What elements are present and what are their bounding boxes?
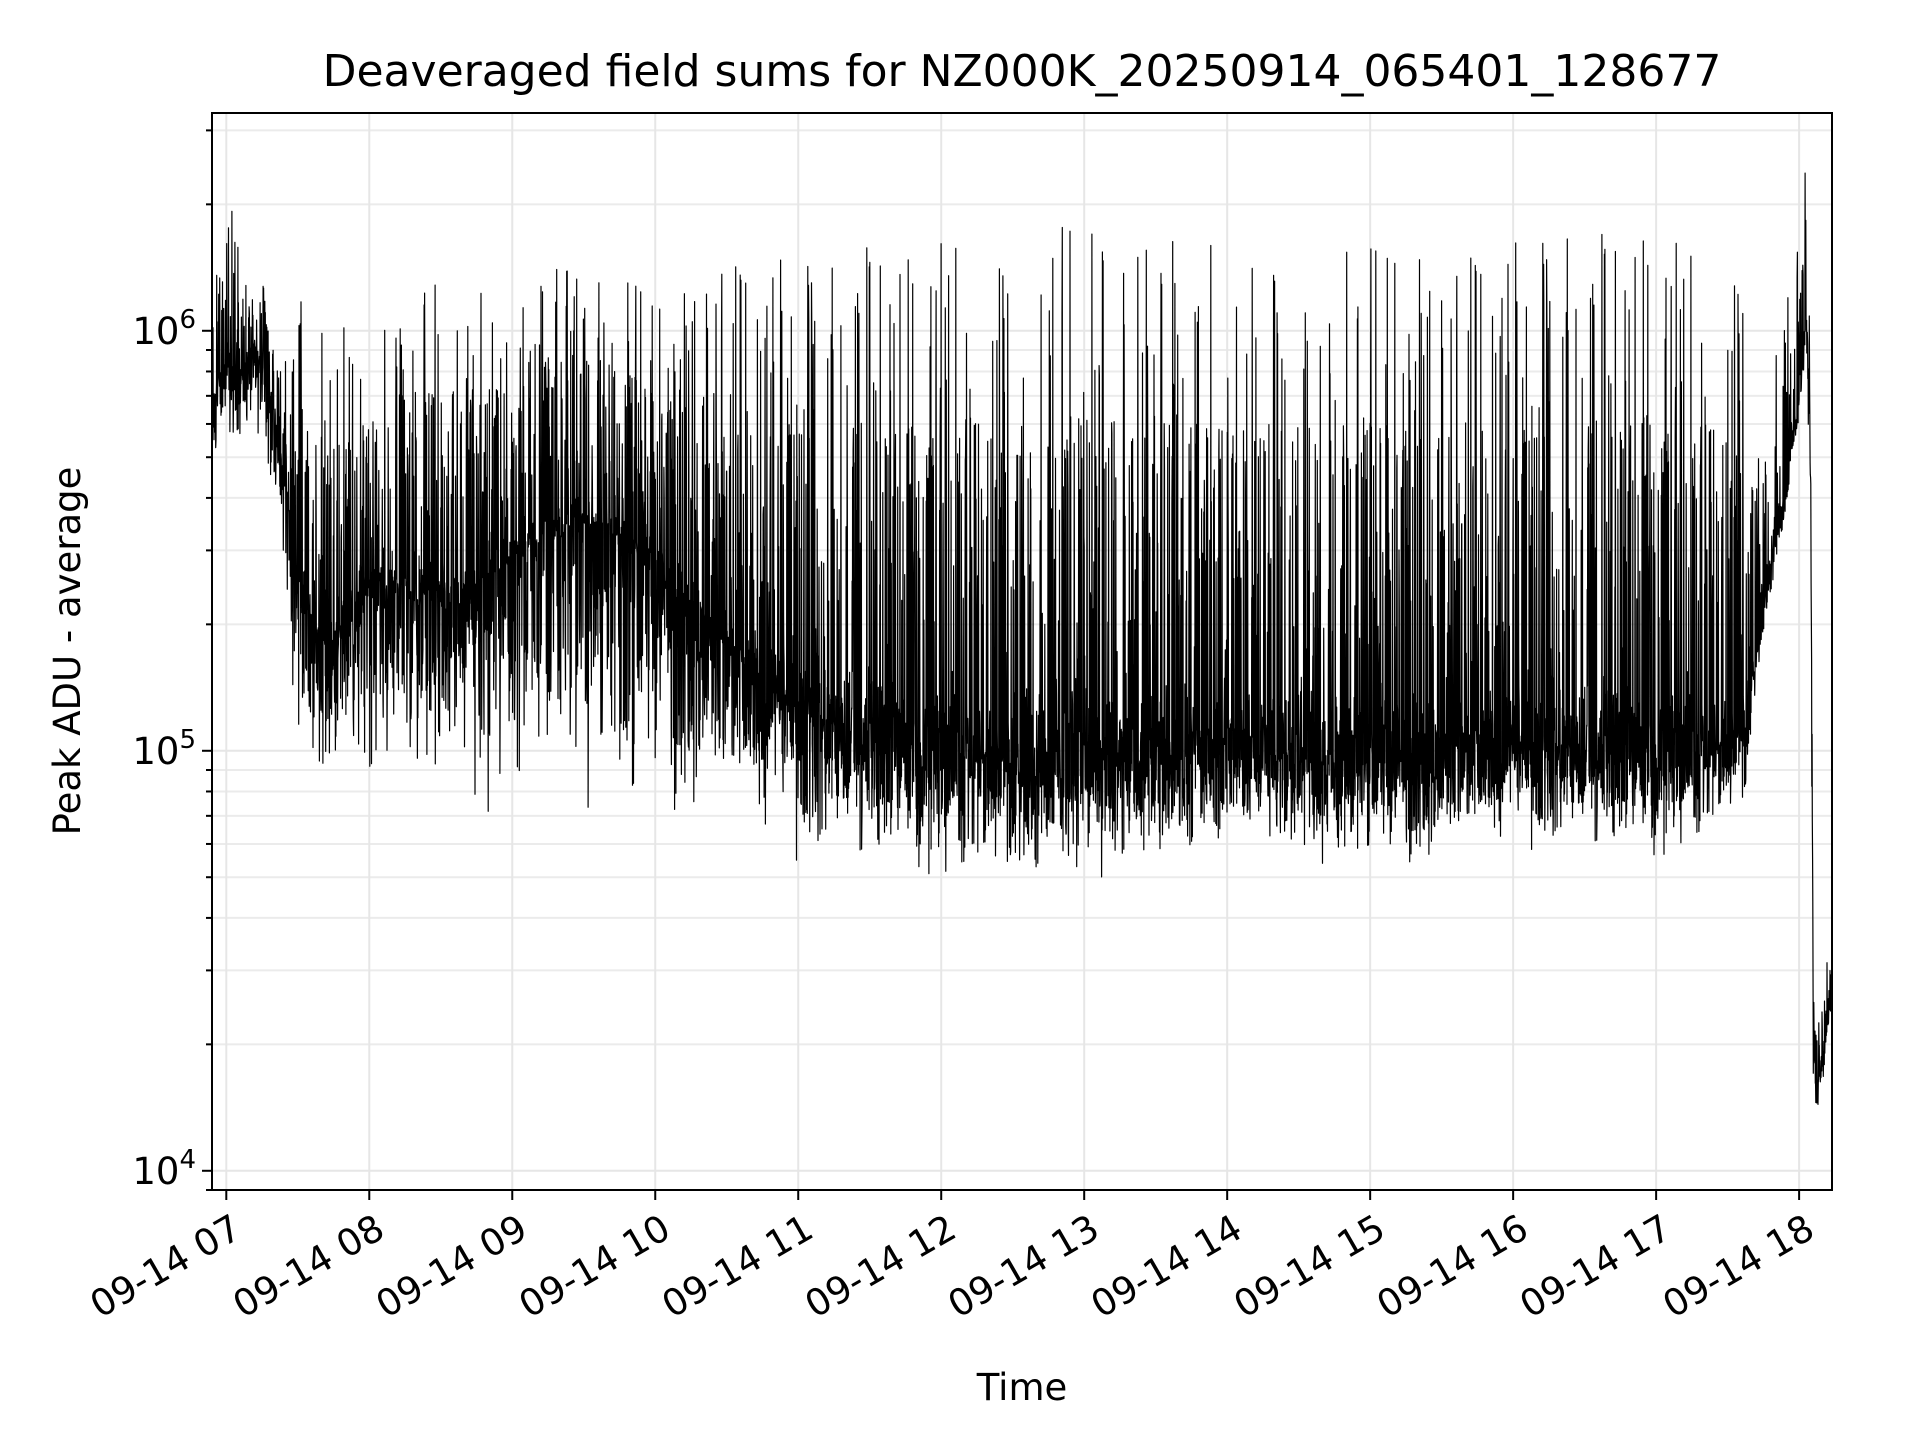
- plot-frame: [211, 112, 1833, 1191]
- x-tick-label: 09-14 13: [941, 1206, 1107, 1326]
- y-tick-label: 105: [132, 725, 196, 773]
- y-tick-label: 104: [132, 1145, 196, 1193]
- x-tick-label: 09-14 14: [1084, 1206, 1250, 1326]
- x-tick-label: 09-14 11: [655, 1206, 821, 1326]
- y-axis-label: Peak ADU - average: [46, 467, 89, 836]
- chart-title: Deaveraged field sums for NZ000K_2025091…: [323, 46, 1722, 97]
- x-axis-label: Time: [976, 1366, 1068, 1409]
- x-tick-label: 09-14 17: [1513, 1206, 1679, 1326]
- x-tick-label: 09-14 12: [798, 1206, 964, 1326]
- y-axis-ticks: 104 105 106: [132, 129, 212, 1193]
- y-tick-label: 106: [132, 305, 196, 353]
- x-tick-label: 09-14 10: [512, 1206, 678, 1326]
- x-tick-label: 09-14 08: [226, 1206, 392, 1326]
- x-tick-label: 09-14 15: [1227, 1206, 1393, 1326]
- x-tick-label: 09-14 18: [1656, 1206, 1822, 1326]
- x-tick-label: 09-14 16: [1370, 1206, 1536, 1326]
- series-line: [211, 172, 1833, 1105]
- x-tick-label: 09-14 09: [369, 1206, 535, 1326]
- x-tick-label: 09-14 07: [83, 1206, 249, 1326]
